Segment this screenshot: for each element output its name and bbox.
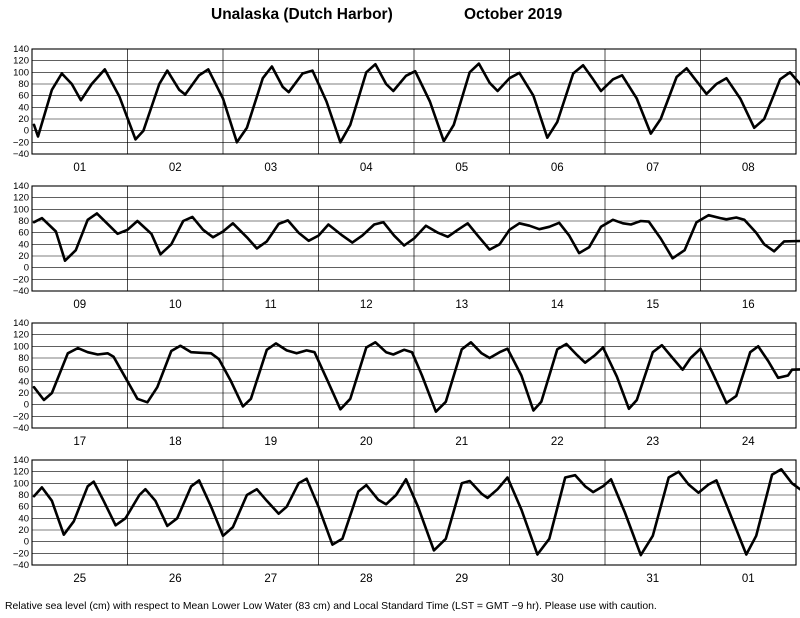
y-tick-label: 20	[18, 114, 29, 125]
day-label: 18	[169, 436, 182, 448]
panel-frame	[31, 322, 797, 429]
day-label: 10	[169, 299, 182, 311]
chart-title-location: Unalaska (Dutch Harbor)	[211, 6, 393, 23]
day-label: 25	[73, 573, 86, 585]
day-label: 14	[551, 299, 564, 311]
panel-frame	[31, 48, 797, 155]
y-tick-label: −40	[13, 560, 29, 571]
day-label: 30	[551, 573, 564, 585]
y-tick-label: 140	[13, 181, 29, 192]
y-tick-label: 100	[13, 341, 29, 352]
day-label: 11	[265, 299, 277, 311]
day-label: 01	[73, 162, 86, 174]
tide-series-line	[32, 341, 800, 413]
y-tick-label: 100	[13, 478, 29, 489]
tide-series-line	[32, 212, 800, 262]
y-tick-label: 80	[18, 490, 29, 501]
panel-frame	[31, 185, 797, 292]
y-tick-label: −20	[13, 137, 29, 148]
y-tick-label: 20	[18, 388, 29, 399]
y-tick-label: −20	[13, 274, 29, 285]
chart-footnote: Relative sea level (cm) with respect to …	[5, 601, 657, 612]
y-tick-label: 20	[18, 251, 29, 262]
day-label: 23	[646, 436, 659, 448]
y-tick-label: 60	[18, 228, 29, 239]
y-tick-label: 60	[18, 365, 29, 376]
y-tick-label: 100	[13, 204, 29, 215]
y-tick-label: 140	[13, 44, 29, 55]
y-tick-label: 120	[13, 56, 29, 67]
y-tick-label: 60	[18, 91, 29, 102]
day-label: 03	[264, 162, 277, 174]
day-label: 22	[551, 436, 564, 448]
day-label: 27	[264, 573, 277, 585]
y-tick-label: −40	[13, 149, 29, 160]
y-tick-label: 120	[13, 193, 29, 204]
day-label: 16	[742, 299, 755, 311]
y-tick-label: 80	[18, 216, 29, 227]
chart-title-month: October 2019	[464, 6, 563, 23]
day-label: 09	[73, 299, 86, 311]
day-label: 12	[360, 299, 373, 311]
day-label: 31	[646, 573, 659, 585]
y-tick-label: 0	[24, 537, 29, 548]
day-label: 02	[169, 162, 182, 174]
y-tick-label: 0	[24, 126, 29, 137]
day-label: 29	[455, 573, 468, 585]
day-label: 24	[742, 436, 755, 448]
y-tick-label: −20	[13, 548, 29, 559]
tide-series-line	[32, 468, 800, 557]
day-label: 19	[264, 436, 277, 448]
day-label: 26	[169, 573, 182, 585]
day-label: 04	[360, 162, 373, 174]
y-tick-label: 80	[18, 353, 29, 364]
day-label: 01	[742, 573, 755, 585]
day-label: 15	[646, 299, 659, 311]
y-tick-label: −40	[13, 423, 29, 434]
y-tick-label: 0	[24, 400, 29, 411]
y-tick-label: 120	[13, 467, 29, 478]
day-label: 08	[742, 162, 755, 174]
day-label: 28	[360, 573, 373, 585]
day-label: 17	[73, 436, 86, 448]
y-tick-label: 100	[13, 67, 29, 78]
day-label: 20	[360, 436, 373, 448]
y-tick-label: 140	[13, 455, 29, 466]
y-tick-label: 40	[18, 513, 29, 524]
day-label: 13	[455, 299, 468, 311]
y-tick-label: 40	[18, 102, 29, 113]
y-tick-label: 120	[13, 330, 29, 341]
day-label: 21	[455, 436, 468, 448]
tide-series-line	[32, 62, 800, 144]
day-label: 07	[646, 162, 659, 174]
y-tick-label: 80	[18, 79, 29, 90]
y-tick-label: −40	[13, 286, 29, 297]
panel-frame	[31, 459, 797, 566]
y-tick-label: 20	[18, 525, 29, 536]
day-label: 06	[551, 162, 564, 174]
y-tick-label: −20	[13, 411, 29, 422]
y-tick-label: 0	[24, 263, 29, 274]
y-tick-label: 40	[18, 376, 29, 387]
y-tick-label: 60	[18, 502, 29, 513]
y-tick-label: 140	[13, 318, 29, 329]
y-tick-label: 40	[18, 239, 29, 250]
day-label: 05	[455, 162, 468, 174]
